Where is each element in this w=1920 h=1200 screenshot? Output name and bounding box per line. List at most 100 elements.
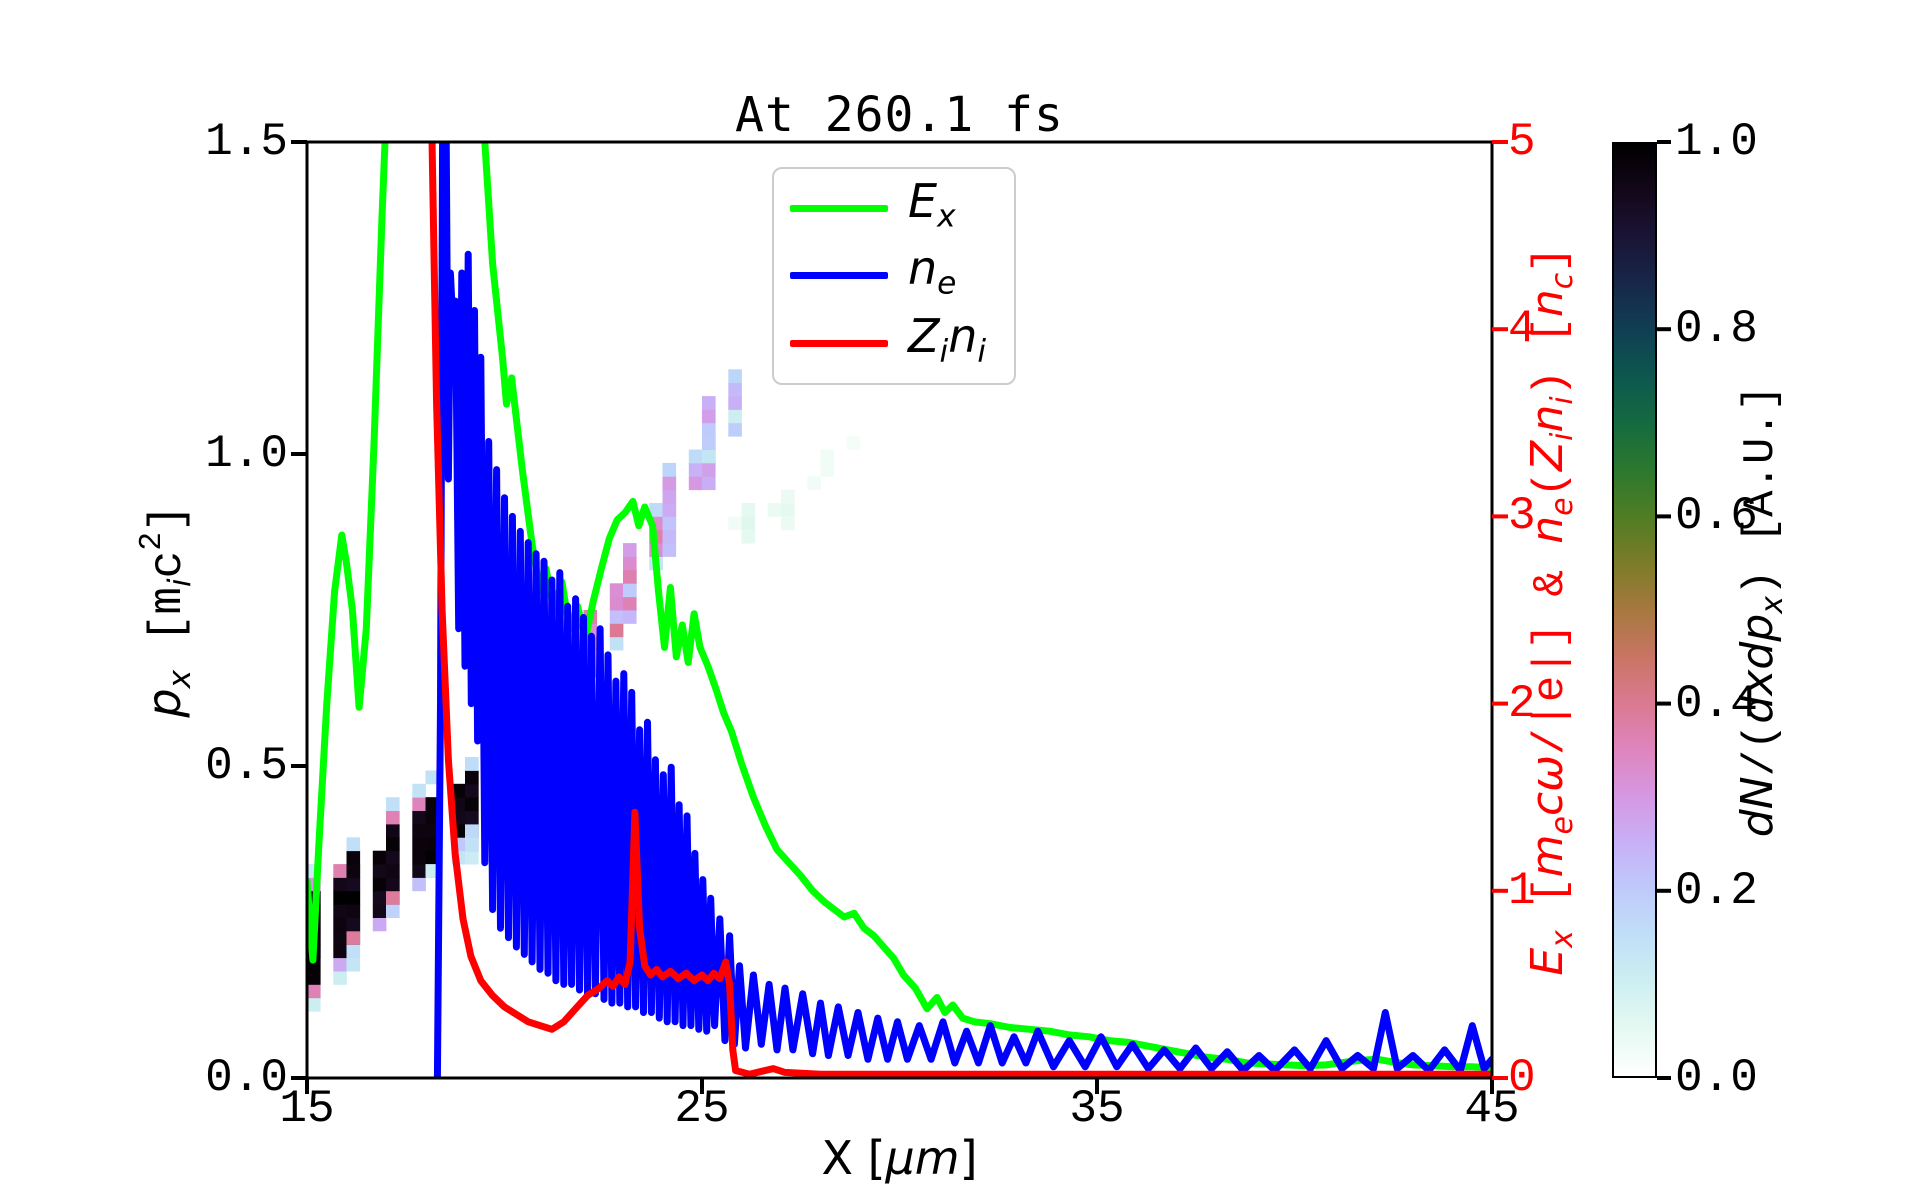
heatmap-cell	[412, 797, 426, 811]
legend-entry-label: Ex	[908, 173, 956, 235]
heatmap-cell	[465, 850, 479, 865]
heatmap-cell	[728, 369, 742, 384]
heatmap-cell	[386, 810, 400, 825]
heatmap-cell	[623, 556, 637, 571]
heatmap-cell	[609, 583, 624, 598]
heatmap-cell	[333, 864, 347, 878]
y-right-tick-label: 3	[1508, 490, 1536, 543]
heatmap-cell	[623, 610, 637, 624]
heatmap-cell	[807, 476, 821, 491]
heatmap-cell	[662, 462, 677, 477]
heatmap-cell	[346, 930, 361, 945]
heatmap-cell	[372, 904, 387, 918]
heatmap-cell	[623, 596, 637, 611]
heatmap-cell	[781, 503, 795, 517]
legend-entry: ne	[774, 244, 1014, 308]
heatmap-cell	[662, 503, 677, 517]
heatmap-cell	[412, 850, 426, 865]
heatmap-cell	[346, 837, 361, 852]
ne-curve	[433, 142, 1492, 1078]
heatmap-cell	[465, 770, 479, 785]
heatmap-cell	[333, 944, 347, 959]
y-right-tick-label: 4	[1508, 303, 1536, 356]
heatmap-cell	[688, 476, 703, 491]
y-right-tick-label: 2	[1508, 677, 1536, 730]
legend-entry: Ex	[774, 177, 1014, 241]
heatmap-cell	[702, 436, 716, 450]
y-right-tick-label: 0	[1508, 1052, 1536, 1104]
heatmap-cell	[346, 957, 361, 972]
y-left-tick-label: 0.0	[205, 1052, 288, 1104]
heatmap-cell	[702, 422, 716, 437]
heatmap-cell	[346, 890, 361, 905]
heatmap-cell	[465, 823, 479, 838]
heatmap-cell	[465, 783, 479, 798]
heatmap-cell	[386, 890, 400, 905]
x-tick-label: 15	[279, 1083, 335, 1135]
heatmap-cell	[609, 610, 624, 624]
heatmap-cell	[333, 904, 347, 918]
colorbar-tick-label: 0.6	[1675, 490, 1758, 543]
colorbar-tick-label: 0.4	[1675, 677, 1758, 730]
heatmap-cell	[346, 904, 361, 918]
heatmap-cell	[728, 396, 742, 410]
heatmap-cell	[728, 422, 742, 437]
x-tick-label: 35	[1069, 1083, 1125, 1135]
legend-line-sample	[790, 205, 888, 213]
heatmap-cell	[702, 449, 716, 464]
heatmap-cell	[820, 462, 835, 477]
heatmap-cell	[333, 957, 347, 972]
heatmap-cell	[662, 529, 677, 544]
heatmap-cell	[333, 917, 347, 932]
heatmap-cell	[346, 944, 361, 959]
heatmap-cell	[386, 837, 400, 852]
heatmap-cell	[649, 503, 663, 517]
legend-entry-label: Zini	[908, 308, 987, 370]
heatmap-cell	[781, 516, 795, 531]
y-left-tick-label: 1.5	[205, 116, 288, 168]
heatmap-cell	[412, 823, 426, 838]
legend-entry: Zini	[774, 312, 1014, 376]
heatmap-cell	[372, 890, 387, 905]
heatmap-cell	[767, 503, 782, 517]
heatmap-cell	[741, 516, 756, 531]
heatmap-cell	[702, 409, 716, 424]
y-left-tick-label: 1.0	[205, 428, 288, 480]
heatmap-cell	[346, 917, 361, 932]
colorbar-tick-label: 0.0	[1675, 1052, 1758, 1104]
heatmap-cell	[425, 823, 440, 838]
y-right-tick-label: 1	[1508, 864, 1536, 917]
legend: Ex ne Zini	[772, 167, 1016, 385]
heatmap-cell	[386, 850, 400, 865]
y-left-label: px [mic2]	[135, 504, 198, 718]
heatmap-cell	[688, 449, 703, 464]
heatmap-cell	[412, 864, 426, 878]
heatmap-cell	[465, 757, 479, 771]
heatmap-cell	[702, 476, 716, 491]
heatmap-cell	[425, 770, 440, 785]
heatmap-cell	[465, 837, 479, 852]
y-left-tick-label: 0.5	[205, 740, 288, 792]
x-tick-label: 25	[674, 1083, 730, 1135]
heatmap-cell	[386, 823, 400, 838]
heatmap-cell	[412, 877, 426, 892]
heatmap-cell	[623, 569, 637, 584]
heatmap-cell	[846, 436, 861, 450]
heatmap-cell	[386, 864, 400, 878]
heatmap-cell	[465, 810, 479, 825]
heatmap-cell	[333, 890, 347, 905]
axis-ticks	[291, 140, 1671, 1094]
legend-entry-label: ne	[908, 241, 957, 302]
colorbar-gradient	[1612, 142, 1657, 1078]
legend-line-sample	[790, 272, 888, 280]
heatmap-cell	[662, 476, 677, 491]
heatmap-cell	[728, 382, 742, 397]
heatmap-cell	[741, 529, 756, 544]
heatmap-cell	[662, 489, 677, 504]
heatmap-cell	[372, 917, 387, 932]
x-axis-label: X [μm]	[821, 1131, 978, 1185]
heatmap-cell	[728, 409, 742, 424]
plot-frame	[305, 140, 1494, 1080]
heatmap-cell	[333, 930, 347, 945]
